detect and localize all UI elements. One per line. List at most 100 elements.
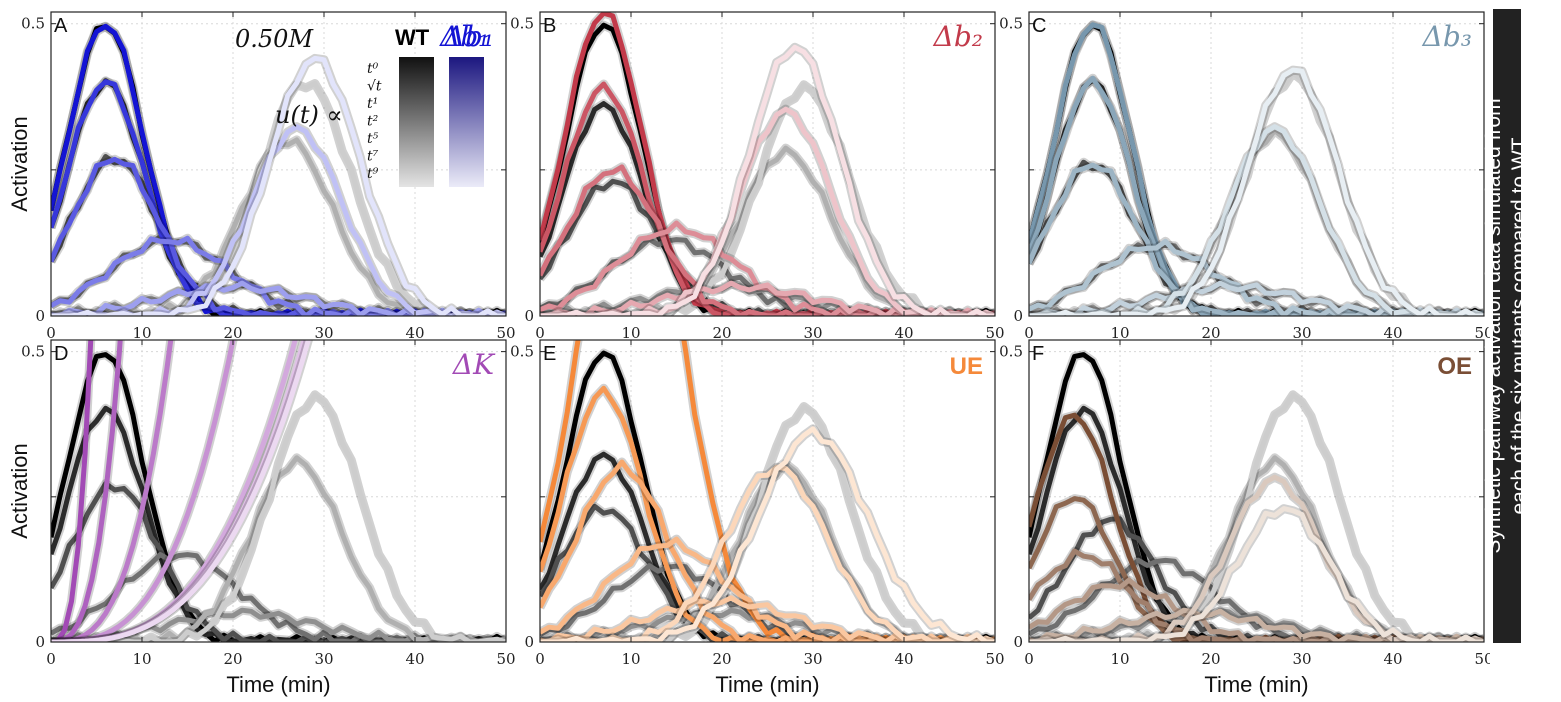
x-tick-label: 50 xyxy=(985,650,1004,668)
mutant-series-line xyxy=(1029,506,1484,642)
x-tick-label: 10 xyxy=(621,650,640,668)
wt-series-line xyxy=(51,24,506,316)
wt-series-line xyxy=(51,392,506,642)
panel-letter: D xyxy=(54,343,68,365)
caption-line-2: each of the six mutants compared to WT xyxy=(1508,137,1531,515)
exponent-label: t⁰ xyxy=(367,61,379,77)
mutant-series-line xyxy=(540,340,995,642)
mutant-series-line xyxy=(540,81,995,316)
mutant-series-line-halo xyxy=(51,21,506,316)
wt-gradient-bar xyxy=(399,57,434,187)
x-tick-label: 0 xyxy=(1024,324,1034,342)
y-tick-label: 0.5 xyxy=(21,15,45,33)
wt-series-line-halo xyxy=(51,22,506,316)
x-tick-label: 40 xyxy=(405,324,424,342)
x-axis-title: Time (min) xyxy=(1204,672,1308,697)
mutant-label: OE xyxy=(1437,353,1472,380)
x-tick-label: 10 xyxy=(132,324,151,342)
caption-bar xyxy=(1493,9,1521,643)
y-axis-title: Activation xyxy=(7,116,32,211)
panel-B: 0 10 20 30 40 50 0 0.5 B Δb₂ xyxy=(510,11,1005,342)
y-tick-label: 0.5 xyxy=(510,15,534,33)
series-group xyxy=(540,340,995,642)
y-axis-title: Activation xyxy=(7,443,32,538)
x-tick-label: 10 xyxy=(132,650,151,668)
plot-frame xyxy=(539,11,996,317)
plot-frame xyxy=(1028,11,1485,317)
exponent-label: √t xyxy=(367,79,382,95)
caption-line-1: Synthetic pathway activation data simula… xyxy=(1482,98,1505,554)
panel-letter: E xyxy=(543,343,556,365)
mutant-label: Δb₂ xyxy=(933,20,983,53)
x-tick-label: 20 xyxy=(223,650,242,668)
mutant-series-line xyxy=(51,79,506,316)
x-tick-label: 30 xyxy=(314,324,333,342)
plot-frame xyxy=(539,339,996,643)
x-tick-label: 10 xyxy=(1110,650,1129,668)
wt-series-line-halo xyxy=(540,176,995,316)
mutant-series-line-halo xyxy=(1029,73,1484,316)
mutant-series-line xyxy=(1029,75,1484,316)
x-tick-label: 50 xyxy=(496,324,515,342)
mutant-series-line xyxy=(540,426,995,642)
mutant-label: UE xyxy=(950,353,983,380)
panel-letter: C xyxy=(1032,15,1046,37)
panel-A: 0 10 20 30 40 50 0 0.5 A Δb₁ Activation xyxy=(7,11,516,342)
exponent-label: t⁹ xyxy=(367,166,379,182)
x-tick-label: 0 xyxy=(1024,650,1034,668)
x-tick-label: 30 xyxy=(1292,324,1311,342)
mutant-legend-label: Δb₁ xyxy=(439,20,489,53)
series-group xyxy=(1029,350,1484,642)
x-tick-label: 0 xyxy=(535,650,545,668)
series-group xyxy=(1029,20,1484,316)
wt-series-line xyxy=(1029,159,1484,316)
y-tick-label: 0 xyxy=(524,633,534,651)
x-tick-label: 50 xyxy=(1474,650,1490,668)
x-tick-label: 50 xyxy=(1474,324,1490,342)
x-tick-label: 40 xyxy=(894,650,913,668)
wt-series-line xyxy=(1029,70,1484,316)
y-tick-label: 0 xyxy=(1013,633,1023,651)
x-tick-label: 10 xyxy=(621,324,640,342)
panel-D: 0 10 20 30 40 50 0 0.5 D ΔK Activation Time (min) xyxy=(7,339,516,697)
mutant-series-line xyxy=(51,340,236,642)
x-tick-label: 30 xyxy=(803,650,822,668)
panel-letter: A xyxy=(54,15,68,37)
plot-frame xyxy=(1028,339,1485,643)
y-tick-label: 0 xyxy=(35,307,45,325)
y-tick-label: 0.5 xyxy=(21,343,45,361)
mutant-series-line xyxy=(51,280,506,316)
exponent-label: t⁵ xyxy=(367,131,379,147)
concentration-label: 0.50M xyxy=(235,25,314,53)
y-tick-label: 0.5 xyxy=(999,15,1023,33)
x-tick-label: 20 xyxy=(712,324,731,342)
x-tick-label: 0 xyxy=(535,324,545,342)
x-tick-label: 0 xyxy=(46,650,56,668)
mutant-series-line xyxy=(51,23,506,316)
mutant-label: ΔK xyxy=(452,348,496,381)
exponent-label: t¹ xyxy=(367,96,378,112)
y-tick-label: 0 xyxy=(1013,307,1023,325)
mutant-label: Δb₃ xyxy=(1422,20,1472,53)
mutant-gradient-bar xyxy=(449,57,484,187)
x-tick-label: 20 xyxy=(1201,650,1220,668)
x-tick-label: 20 xyxy=(223,324,242,342)
wt-series-line xyxy=(540,178,995,316)
x-tick-label: 50 xyxy=(496,650,515,668)
y-tick-label: 0 xyxy=(524,307,534,325)
x-tick-label: 40 xyxy=(1383,324,1402,342)
panel-C: 0 10 20 30 40 50 0 0.5 C Δb₃ xyxy=(999,11,1490,342)
x-tick-label: 50 xyxy=(985,324,1004,342)
series-group xyxy=(51,21,506,316)
y-tick-label: 0.5 xyxy=(510,343,534,361)
x-tick-label: 20 xyxy=(1201,324,1220,342)
mutant-series-line xyxy=(540,44,995,316)
mutant-series-line xyxy=(51,340,174,642)
panel-F: 0 10 20 30 40 50 0 0.5 F OE Time (min) xyxy=(999,339,1490,697)
x-tick-label: 0 xyxy=(46,324,56,342)
wt-legend-label: WT xyxy=(395,25,430,50)
wt-series-line-halo xyxy=(1029,68,1484,316)
x-tick-label: 30 xyxy=(803,324,822,342)
plot-frame xyxy=(50,339,507,643)
